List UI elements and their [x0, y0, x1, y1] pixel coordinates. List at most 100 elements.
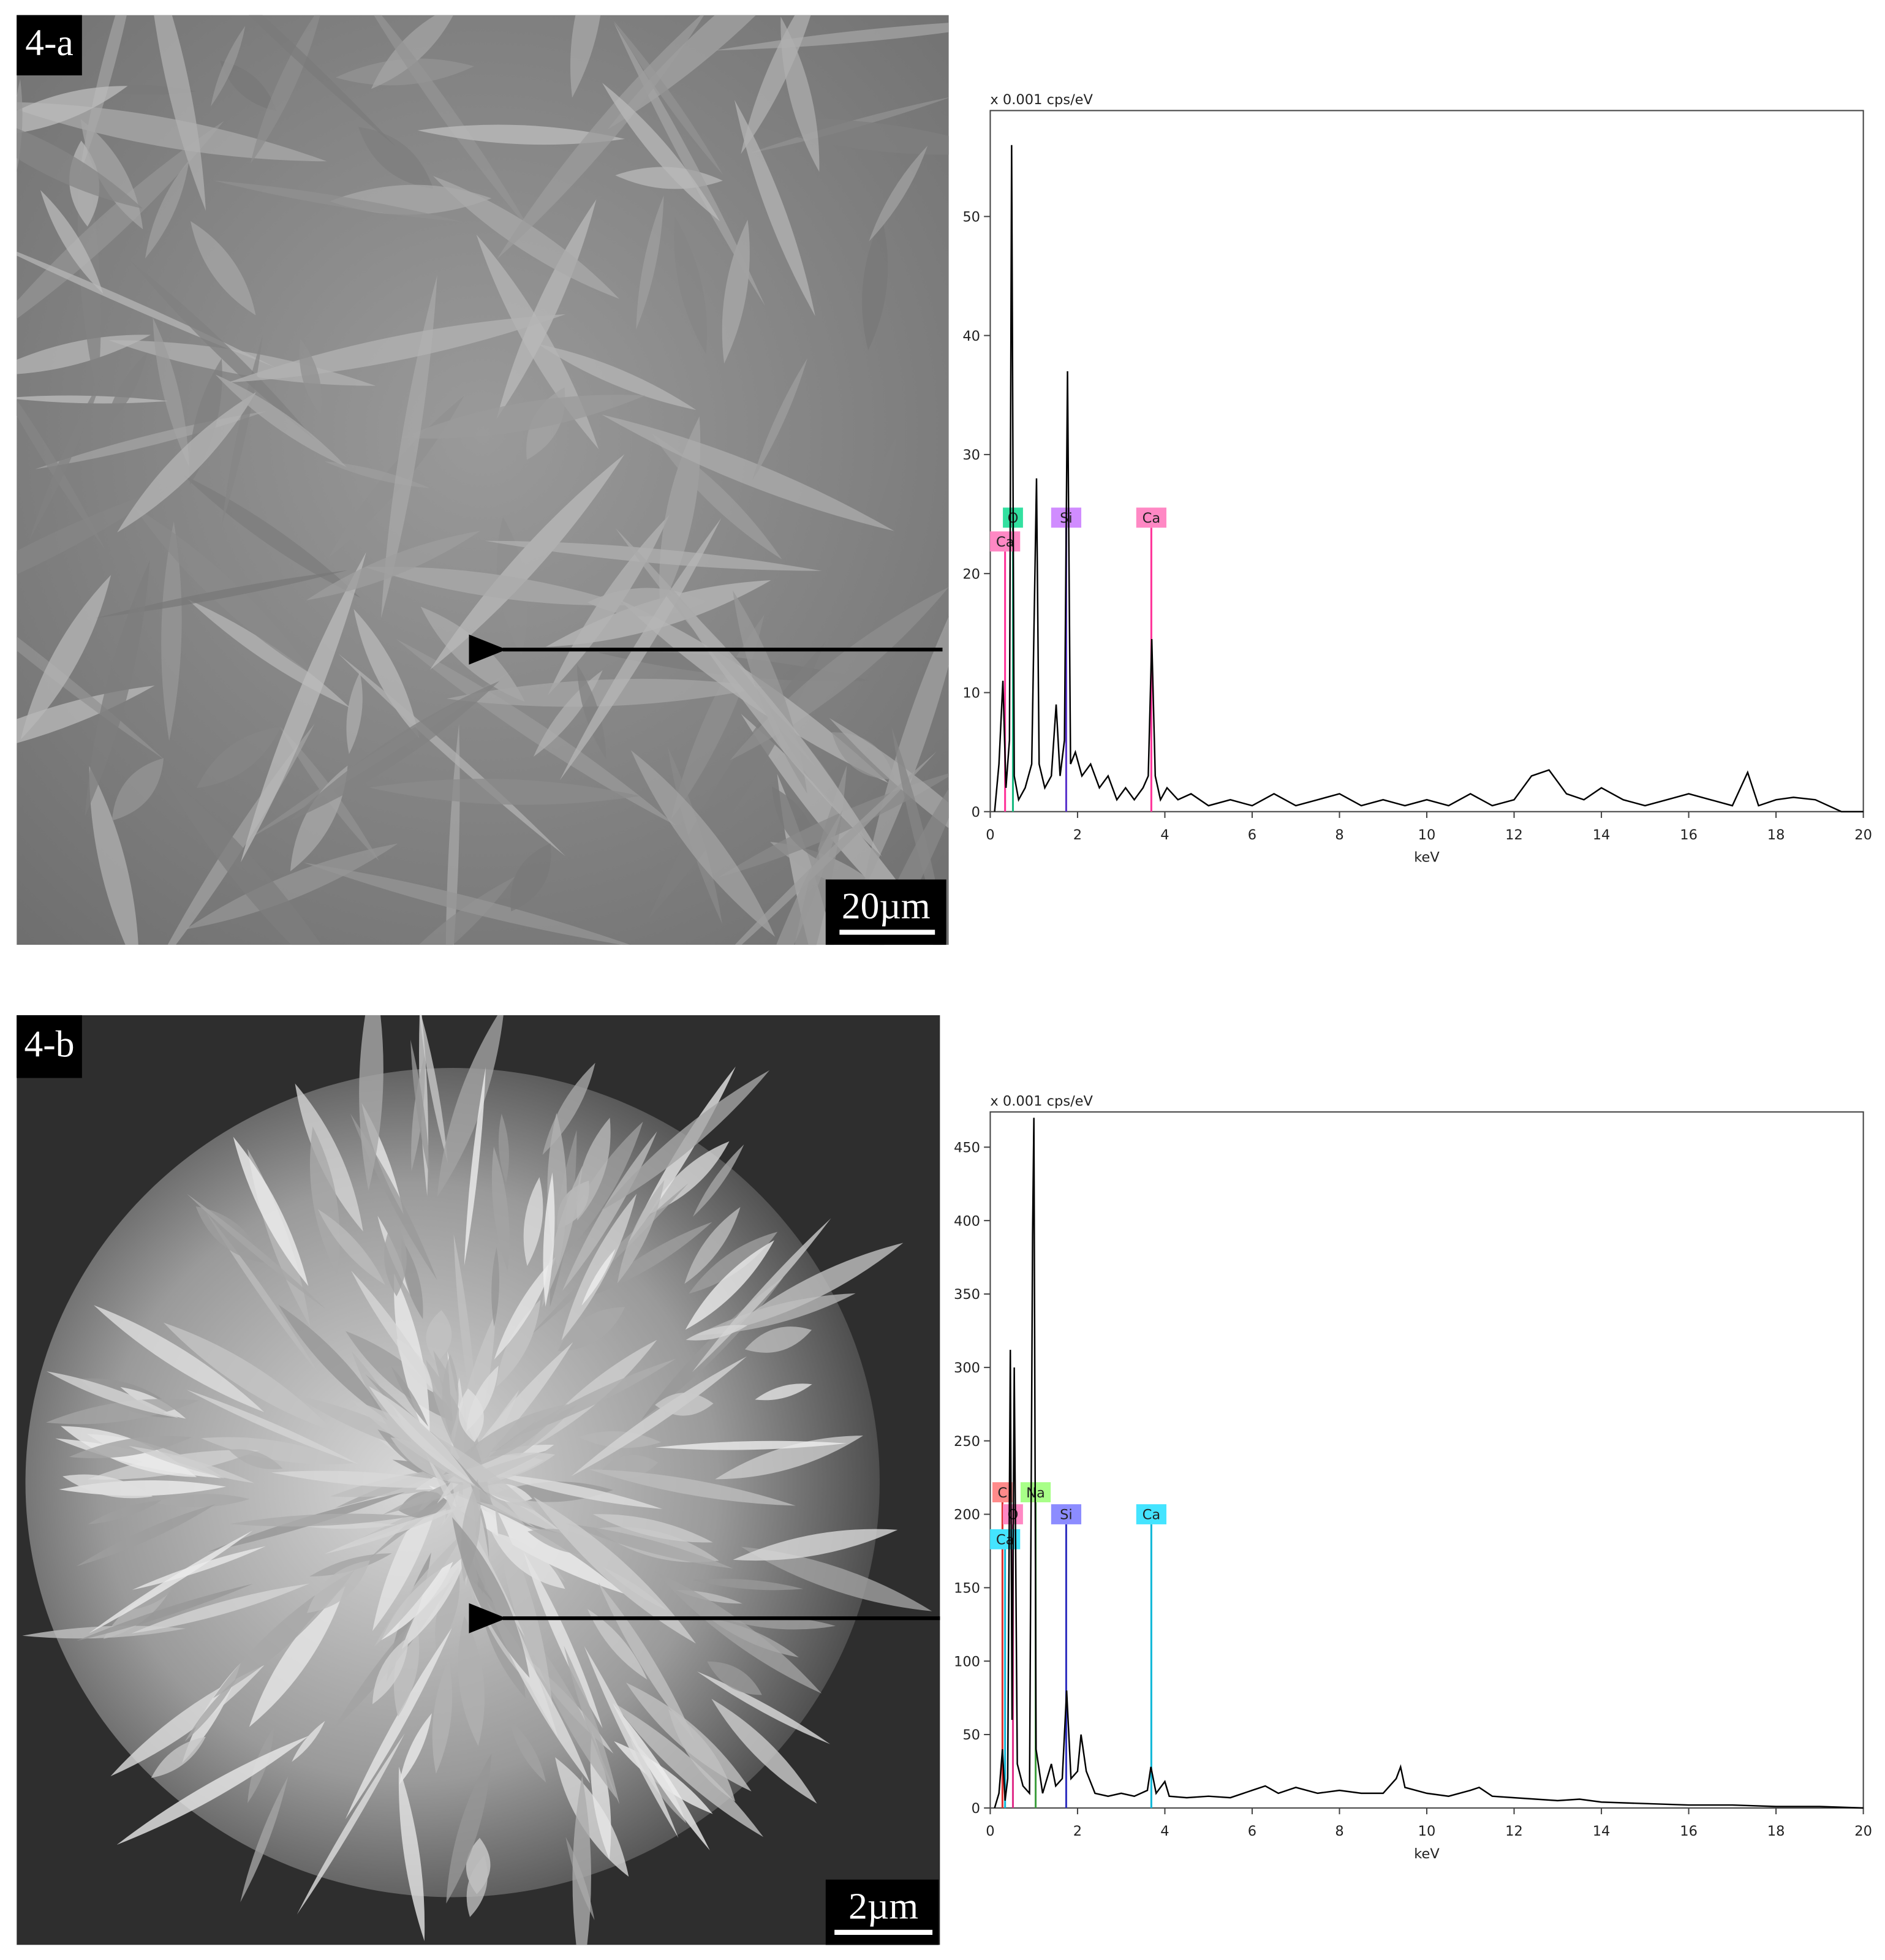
crystal [466, 1855, 488, 1917]
crystal [613, 1703, 764, 1837]
crystal [581, 1249, 616, 1306]
crystal [630, 750, 776, 937]
crystal [491, 1473, 663, 1509]
crystal [365, 566, 629, 606]
crystal [353, 608, 420, 738]
crystal [116, 1735, 309, 1845]
scale-bar-label: 2µm [848, 1885, 918, 1927]
crystal [396, 1338, 433, 1393]
x-tick-label: 6 [1248, 1823, 1256, 1839]
crystal [47, 1371, 179, 1418]
crystal [396, 638, 676, 826]
crystal [420, 1015, 448, 1164]
element-label: C [998, 1485, 1008, 1501]
crystal [458, 1616, 485, 1746]
crystal [588, 1469, 796, 1506]
crystal [229, 1513, 412, 1527]
spectrum-chart: x 0.001 cps/eVkeV05010015020025030035040… [954, 1094, 1872, 1862]
element-label: Ca [1143, 510, 1161, 526]
y-tick-label: 50 [962, 1727, 980, 1743]
crystal [485, 540, 822, 571]
crystal [211, 26, 246, 107]
crystal [195, 1206, 264, 1263]
crystal [466, 1365, 499, 1432]
panel-label: 4-a [25, 22, 74, 64]
crystal [306, 531, 481, 600]
crystal [76, 1504, 216, 1567]
crystal [735, 751, 937, 945]
crystal [338, 653, 566, 857]
crystal [196, 727, 281, 789]
crystal [711, 1698, 817, 1804]
crystal [40, 190, 104, 294]
crystal [17, 102, 327, 162]
crystal [271, 1470, 473, 1488]
crystal [697, 1671, 831, 1744]
crystal [722, 219, 750, 364]
crystal [744, 1326, 812, 1353]
crystal [219, 60, 277, 112]
crystal [381, 274, 437, 618]
crystal [561, 1194, 637, 1341]
crystal [447, 678, 767, 707]
crystal [20, 575, 111, 740]
crystal [401, 1239, 423, 1319]
crystal [508, 1719, 546, 1783]
crystal [655, 1393, 714, 1416]
crystal [324, 1505, 465, 1554]
crystal [88, 1500, 162, 1524]
crystal [692, 1578, 804, 1591]
crystal [249, 1586, 346, 1727]
plot-frame [989, 110, 1864, 812]
crystal [151, 1736, 206, 1778]
crystal [755, 1383, 812, 1401]
crystal [399, 1713, 432, 1785]
crystal [384, 1218, 407, 1296]
crystal [533, 1497, 696, 1644]
x-tick-label: 16 [1680, 1823, 1698, 1839]
crystal [689, 1232, 778, 1294]
element-label-box [1136, 507, 1166, 528]
crystal [297, 1733, 405, 1915]
x-tick-label: 20 [1854, 1823, 1872, 1839]
crystal [584, 1646, 679, 1838]
crystal [565, 1523, 733, 1569]
crystal [417, 124, 625, 145]
y-tick-label: 20 [962, 566, 980, 582]
crystal [229, 1449, 283, 1470]
x-tick-label: 16 [1680, 827, 1698, 843]
y-tick-label: 450 [954, 1140, 980, 1156]
crystal [435, 1567, 460, 1651]
crystal [215, 374, 347, 467]
y-axis-label: x 0.001 cps/eV [990, 1094, 1093, 1110]
crystal [612, 1703, 710, 1850]
crystal [613, 22, 765, 306]
crystal [309, 1126, 340, 1275]
crystal [369, 779, 640, 805]
crystal [128, 1445, 255, 1483]
crystal [564, 1646, 620, 1804]
crystal [576, 664, 606, 760]
crystal [374, 1531, 465, 1647]
crystal [692, 1144, 744, 1217]
crystal [592, 1514, 713, 1543]
x-tick-label: 18 [1767, 827, 1785, 843]
crystal [741, 15, 811, 154]
crystal [734, 100, 815, 316]
x-tick-label: 10 [1418, 827, 1436, 843]
x-tick-label: 8 [1335, 1823, 1343, 1839]
label-box [17, 1015, 82, 1078]
crystal [572, 1776, 591, 1945]
crystal [651, 433, 782, 559]
crystal [346, 672, 363, 754]
crystal [491, 1532, 565, 1589]
crystal [76, 1584, 253, 1641]
crystal [542, 1165, 583, 1308]
crystal [752, 358, 808, 480]
crystal [491, 1146, 510, 1272]
y-tick-label: 30 [962, 447, 980, 463]
crystal [829, 717, 949, 828]
crystal [289, 681, 500, 822]
crystal [111, 758, 164, 821]
crystal [17, 86, 128, 134]
